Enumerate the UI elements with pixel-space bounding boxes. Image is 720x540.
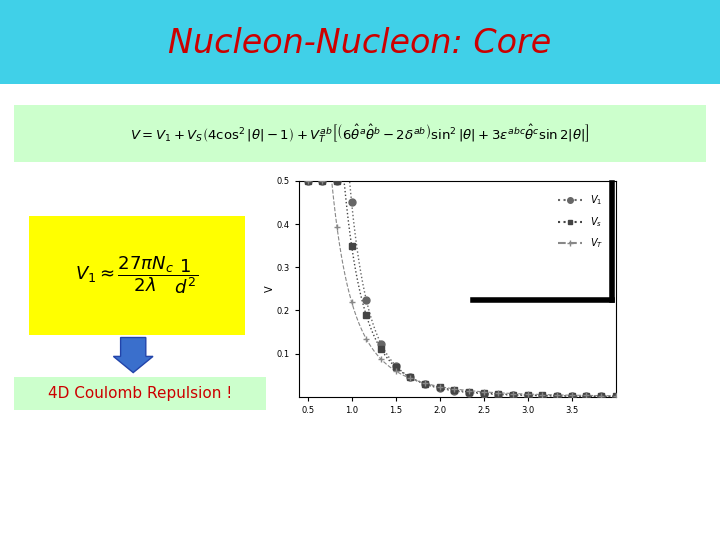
Text: Nucleon-Nucleon: Core: Nucleon-Nucleon: Core	[168, 26, 552, 60]
Text: $V_1 \approx \dfrac{27\pi N_c}{2\lambda}\dfrac{1}{d^2}$: $V_1 \approx \dfrac{27\pi N_c}{2\lambda}…	[75, 254, 199, 296]
Y-axis label: V: V	[265, 286, 275, 292]
FancyArrow shape	[114, 338, 153, 373]
Text: V1: V1	[384, 194, 462, 228]
Legend: $V_1$, $V_s$, $V_T$: $V_1$, $V_s$, $V_T$	[550, 186, 611, 258]
Text: 4D Coulomb Repulsion !: 4D Coulomb Repulsion !	[48, 386, 233, 401]
FancyBboxPatch shape	[14, 105, 706, 162]
Text: $V = V_1 + V_S\left(4\cos^2|\theta|-1\right) + V_T^{ab}\left[\left(6\hat{\theta}: $V = V_1 + V_S\left(4\cos^2|\theta|-1\ri…	[130, 123, 590, 145]
FancyBboxPatch shape	[14, 377, 266, 410]
FancyBboxPatch shape	[0, 0, 720, 84]
FancyBboxPatch shape	[29, 216, 245, 335]
